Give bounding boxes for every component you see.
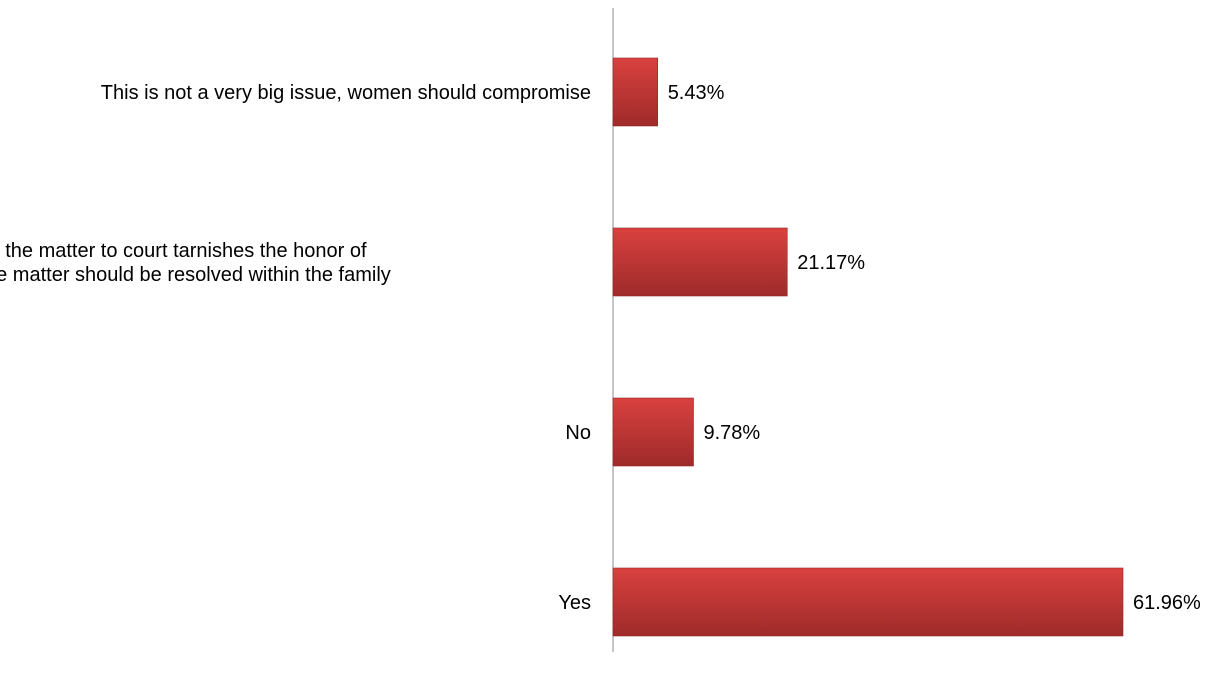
category-label-0-line-0: This is not a very big issue, women shou…: [101, 82, 591, 104]
value-label-3: 61.96%: [1133, 592, 1201, 614]
bar-2: [612, 397, 694, 467]
category-label-1-line-0: Taking the matter to court tarnishes the…: [0, 240, 367, 262]
bar-1: [612, 227, 788, 297]
bars-layer: [612, 57, 1124, 637]
value-label-0: 5.43%: [668, 82, 725, 104]
category-label-1-line-1: family, the matter should be resolved wi…: [0, 264, 391, 286]
category-labels-layer: This is not a very big issue, women shou…: [0, 82, 591, 614]
bar-3: [612, 567, 1124, 637]
category-label-2-line-0: No: [565, 422, 591, 444]
category-label-3-line-0: Yes: [558, 592, 591, 614]
category-label-3: Yes: [558, 592, 591, 614]
value-label-2: 9.78%: [704, 422, 761, 444]
bar-0: [612, 57, 658, 127]
category-label-0: This is not a very big issue, women shou…: [101, 82, 591, 104]
value-labels-layer: 5.43% 21.17% 9.78% 61.96%: [668, 82, 1201, 614]
category-label-2: No: [565, 422, 591, 444]
category-label-1: Taking the matter to court tarnishes the…: [0, 240, 391, 286]
value-label-1: 21.17%: [797, 252, 865, 274]
